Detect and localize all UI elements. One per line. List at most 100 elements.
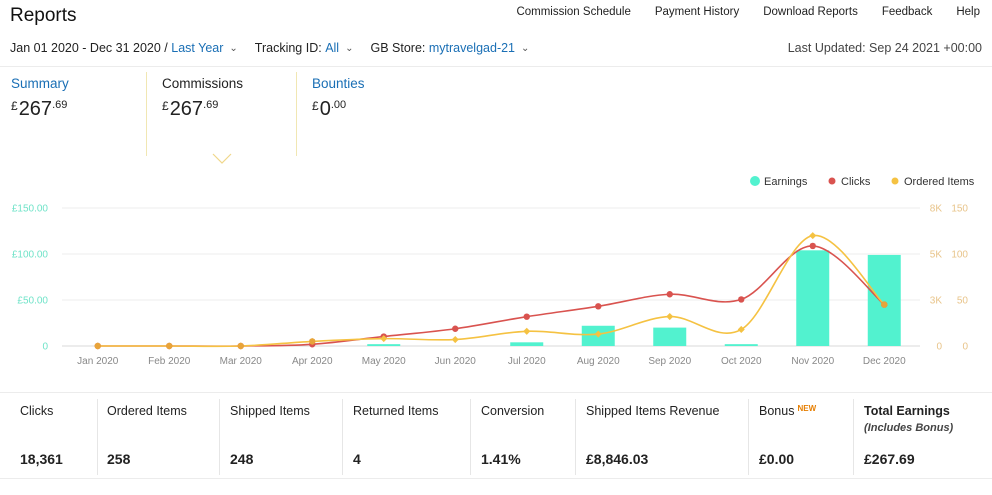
- stat-label: Shipped Items Revenue: [586, 404, 720, 418]
- tab-separator: [296, 72, 297, 156]
- date-range-filter[interactable]: Jan 01 2020 - Dec 31 2020 / Last Year ⌄: [10, 41, 238, 55]
- divider: [0, 478, 992, 479]
- stat-shipped-revenue: Shipped Items Revenue £8,846.03: [576, 393, 746, 479]
- store-label: GB Store:: [370, 41, 426, 55]
- ordered-items-point: [380, 335, 388, 343]
- tab-commissions-label[interactable]: Commissions: [162, 76, 244, 91]
- stat-value: £267.69: [864, 451, 915, 467]
- ordered-items-point: [594, 330, 602, 338]
- legend-label: Earnings: [764, 176, 808, 188]
- y-left-tick-label: £50.00: [17, 296, 48, 307]
- ordered-items-point: [666, 313, 674, 321]
- stat-separator: [575, 399, 576, 475]
- stats-row: Clicks 18,361 Ordered Items 258 Shipped …: [0, 393, 992, 479]
- clicks-line: [97, 245, 885, 347]
- ordered-items-point: [237, 342, 244, 350]
- stat-value: 4: [353, 451, 361, 467]
- legend-swatch: [891, 177, 899, 185]
- last-updated: Last Updated: Sep 24 2021 +00:00: [787, 41, 982, 55]
- tab-commissions[interactable]: Commissions £267.69: [162, 76, 302, 121]
- earnings-bar: [867, 254, 901, 346]
- x-tick-label: Nov 2020: [791, 356, 834, 367]
- ordered-items-point: [94, 342, 101, 350]
- y-left-tick-label: £100.00: [12, 250, 49, 261]
- chevron-down-icon[interactable]: ⌄: [345, 42, 354, 54]
- ordered-items-point: [737, 325, 745, 333]
- stat-ordered-items: Ordered Items 258: [97, 393, 217, 479]
- ordered-items-point: [881, 301, 888, 308]
- stat-conversion: Conversion 1.41%: [471, 393, 571, 479]
- nav-payment-history[interactable]: Payment History: [654, 6, 740, 18]
- amount-decimal: .00: [330, 99, 347, 111]
- stat-label: Returned Items: [353, 404, 439, 418]
- new-badge: NEW: [797, 404, 817, 413]
- ordered-items-point: [166, 342, 173, 350]
- ordered-items-line: [97, 234, 885, 348]
- x-tick-label: Dec 2020: [863, 356, 906, 367]
- stat-value: £0.00: [759, 451, 795, 467]
- ordered-items-point: [523, 327, 531, 335]
- stat-label: Shipped Items: [230, 404, 310, 418]
- chevron-down-icon[interactable]: ⌄: [229, 42, 238, 54]
- store-filter[interactable]: GB Store: mytravelgad-21 ⌄: [370, 41, 529, 55]
- tab-commissions-value: £267.69: [162, 98, 302, 121]
- x-tick-label: Aug 2020: [577, 356, 620, 367]
- x-tick-label: Sep 2020: [648, 356, 691, 367]
- amount-whole: 267: [169, 98, 204, 120]
- y-right1-tick-label: 0: [936, 342, 942, 353]
- y-right1-tick-label: 5K: [930, 250, 943, 261]
- y-right2-tick-label: 50: [957, 296, 969, 307]
- y-right1-tick-label: 8K: [930, 204, 943, 215]
- stat-separator: [748, 399, 749, 475]
- clicks-point: [666, 291, 673, 298]
- y-right1-tick-label: 3K: [930, 296, 943, 307]
- x-tick-label: Jan 2020: [77, 356, 119, 367]
- divider: [0, 66, 992, 67]
- bonus-label: Bonus: [759, 404, 795, 418]
- chevron-down-icon[interactable]: ⌄: [521, 42, 530, 54]
- earnings-bar: [724, 344, 758, 346]
- stat-value: 248: [230, 451, 254, 467]
- tracking-id-filter[interactable]: Tracking ID: All ⌄: [255, 41, 354, 55]
- tab-bounties-label[interactable]: Bounties: [312, 76, 365, 91]
- stat-separator: [470, 399, 471, 475]
- divider: [0, 392, 992, 393]
- nav-help[interactable]: Help: [956, 6, 980, 18]
- tracking-value[interactable]: All: [325, 41, 340, 55]
- nav-commission-schedule[interactable]: Commission Schedule: [516, 6, 631, 18]
- stat-separator: [853, 399, 854, 475]
- store-value[interactable]: mytravelgad-21: [428, 41, 516, 55]
- clicks-point: [738, 296, 745, 303]
- tab-separator: [146, 72, 147, 156]
- stat-label: Conversion: [481, 404, 545, 418]
- tab-bounties-value: £0.00: [312, 98, 452, 121]
- stat-separator: [97, 399, 98, 475]
- stat-value: 258: [107, 451, 131, 467]
- legend-label: Clicks: [841, 176, 871, 188]
- earnings-bar: [796, 250, 830, 346]
- stat-label: Ordered Items: [107, 404, 187, 418]
- y-right2-tick-label: 150: [951, 204, 968, 215]
- y-left-tick-label: 0: [42, 342, 48, 353]
- nav-download-reports[interactable]: Download Reports: [763, 6, 858, 18]
- stat-label: Clicks: [20, 404, 54, 418]
- amount-decimal: .69: [52, 99, 68, 111]
- legend-swatch: [828, 177, 836, 185]
- clicks-point: [809, 242, 816, 250]
- active-tab-caret-icon: [212, 153, 232, 164]
- stat-total-earnings: Total Earnings (Includes Bonus) £267.69: [854, 393, 984, 479]
- tab-summary-value: £267.69: [11, 98, 151, 121]
- tracking-label: Tracking ID:: [254, 41, 322, 55]
- stat-label: Bonus NEW: [749, 393, 849, 418]
- tab-summary[interactable]: Summary £267.69: [11, 76, 151, 121]
- nav-feedback[interactable]: Feedback: [881, 6, 933, 18]
- clicks-point: [595, 303, 602, 310]
- x-tick-label: Jul 2020: [508, 356, 546, 367]
- tab-summary-label[interactable]: Summary: [11, 76, 69, 91]
- legend-label: Ordered Items: [904, 176, 975, 188]
- stat-value: 1.41%: [481, 451, 521, 467]
- tab-bounties[interactable]: Bounties £0.00: [312, 76, 452, 121]
- amount-whole: 267: [18, 98, 53, 120]
- stat-label: Total Earnings: [864, 404, 950, 418]
- period-link[interactable]: Last Year: [171, 41, 224, 55]
